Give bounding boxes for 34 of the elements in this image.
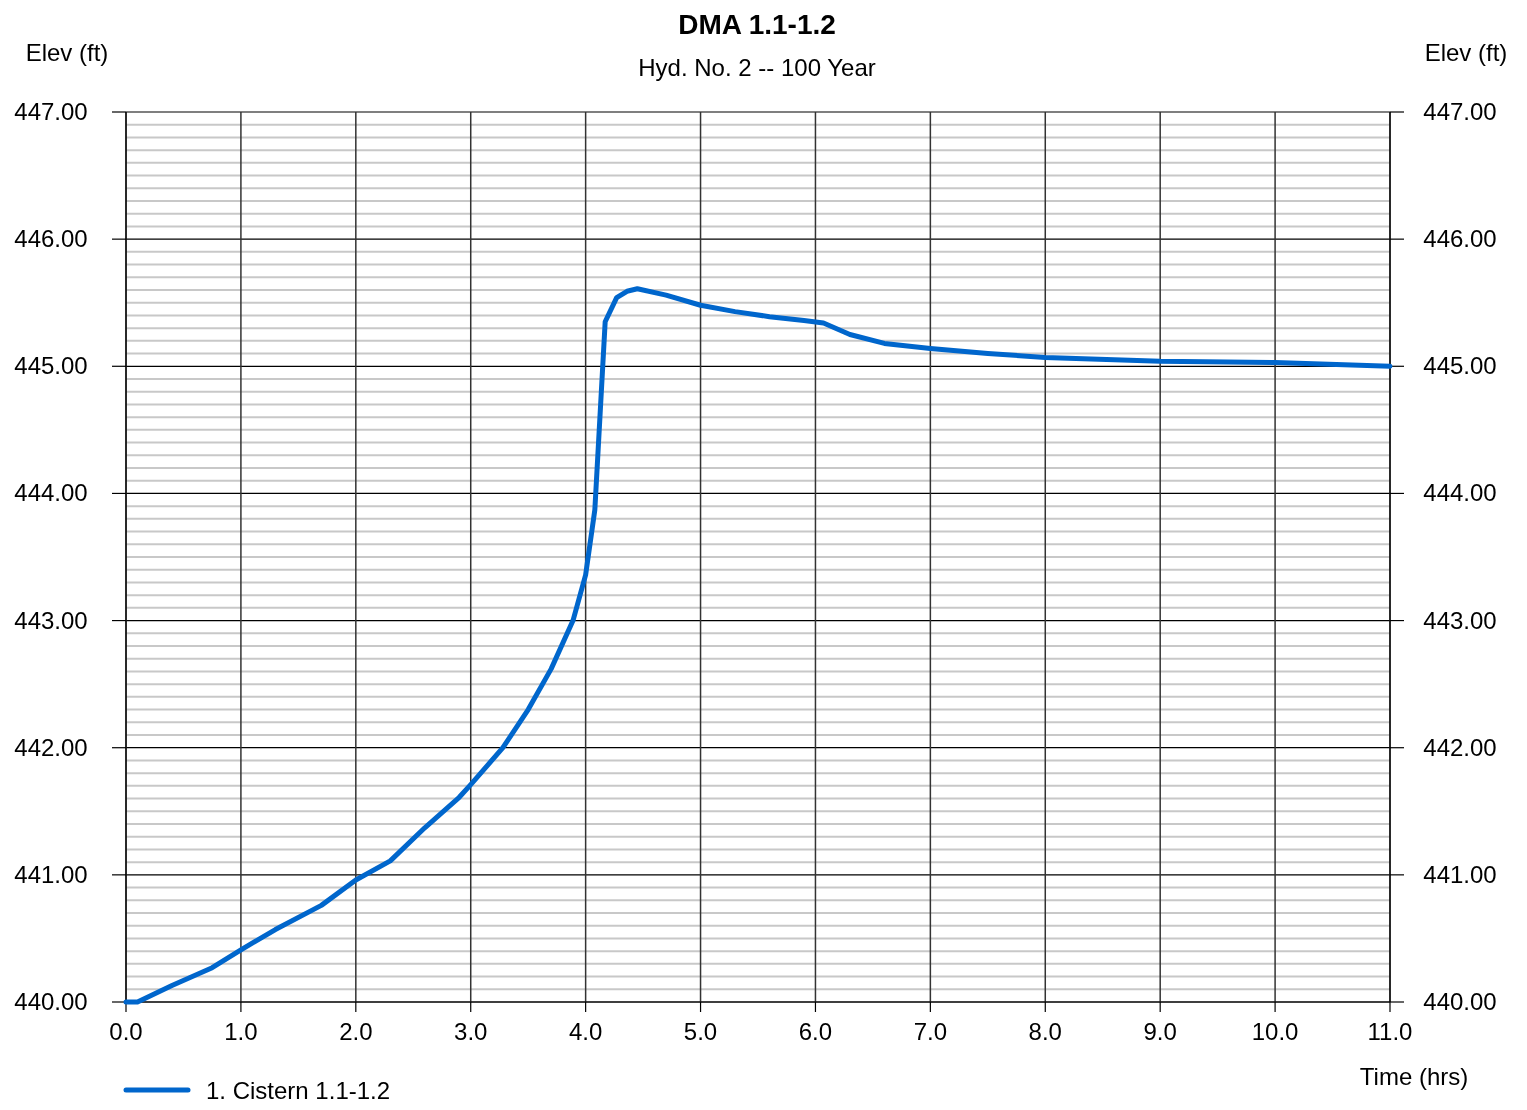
y-tick-label: 446.00 — [14, 225, 88, 253]
chart-subtitle: Hyd. No. 2 -- 100 Year — [638, 54, 876, 81]
x-tick-label: 11.0 — [1367, 1018, 1413, 1045]
x-tick-label: 8.0 — [1028, 1018, 1062, 1045]
y-tick-label: 441.00 — [14, 860, 88, 888]
x-tick-label: 3.0 — [454, 1018, 488, 1045]
y-tick-label: 443.00 — [14, 606, 88, 634]
x-tick-label: 2.0 — [339, 1018, 373, 1045]
y2-tick-label: 445.00 — [1423, 352, 1497, 380]
x-tick-label: 5.0 — [683, 1018, 718, 1045]
x-tick-label: 10.0 — [1251, 1018, 1299, 1045]
y2-tick-label: 441.00 — [1423, 860, 1497, 888]
x-tick-label: 1.0 — [224, 1018, 258, 1045]
x-tick-label: 6.0 — [798, 1018, 833, 1045]
x-axis-title: Time (hrs) — [1359, 1063, 1469, 1090]
y2-tick-label: 447.00 — [1423, 98, 1497, 125]
y-tick-label: 440.00 — [14, 988, 88, 1015]
chart-title: DMA 1.1-1.2 — [678, 9, 836, 40]
y2-tick-label: 440.00 — [1423, 988, 1497, 1015]
y-tick-label: 445.00 — [14, 352, 88, 380]
y2-tick-label: 444.00 — [1423, 479, 1497, 507]
y-axis-title: Elev (ft) — [25, 39, 109, 66]
y-tick-label: 447.00 — [14, 98, 88, 125]
y2-tick-label: 442.00 — [1423, 733, 1497, 761]
legend-label: 1. Cistern 1.1-1.2 — [206, 1077, 391, 1104]
y-tick-label: 442.00 — [14, 733, 88, 761]
x-tick-label: 4.0 — [568, 1018, 603, 1045]
y-tick-label: 444.00 — [14, 479, 88, 507]
y2-tick-label: 443.00 — [1423, 606, 1497, 634]
x-tick-label: 0.0 — [109, 1018, 143, 1045]
x-tick-label: 7.0 — [913, 1018, 948, 1045]
x-tick-label: 9.0 — [1143, 1018, 1177, 1045]
y2-axis-title: Elev (ft) — [1424, 39, 1508, 66]
y2-tick-label: 446.00 — [1423, 225, 1497, 253]
